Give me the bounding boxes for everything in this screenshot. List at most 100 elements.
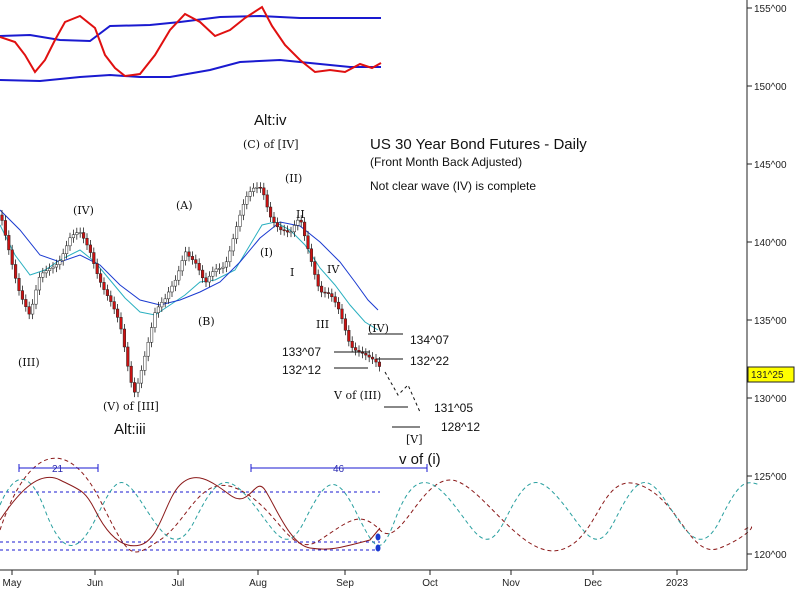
candle-up bbox=[292, 225, 296, 233]
candle-down bbox=[320, 285, 324, 293]
cycle-count-46: 46 bbox=[333, 464, 345, 475]
candle-down bbox=[204, 277, 208, 283]
candle-up bbox=[146, 341, 150, 357]
candle-down bbox=[27, 306, 31, 315]
candle-down bbox=[340, 308, 344, 320]
candle-up bbox=[163, 298, 167, 303]
wave-label-c-of-iv: (C) of [IV] bbox=[243, 138, 299, 151]
slow-moving-average bbox=[0, 209, 379, 311]
fast-moving-average bbox=[0, 221, 379, 331]
cycle-red-solid bbox=[0, 476, 381, 550]
x-tick-label: Jul bbox=[172, 578, 185, 589]
projected-path bbox=[384, 371, 421, 413]
candle-up bbox=[78, 232, 82, 234]
cycle-panel: 21 46 bbox=[0, 457, 761, 553]
candle-down bbox=[367, 354, 371, 358]
candle-down bbox=[20, 290, 24, 300]
x-tick-label: Oct bbox=[422, 578, 438, 589]
y-tick-label: 130^00 bbox=[754, 394, 787, 405]
candle-up bbox=[248, 191, 252, 197]
candle-down bbox=[190, 256, 194, 260]
candle-down bbox=[14, 264, 18, 279]
candle-up bbox=[156, 306, 160, 313]
chart-subtitle: (Front Month Back Adjusted) bbox=[370, 155, 522, 169]
level-133-07-label: 133^07 bbox=[282, 345, 321, 359]
y-tick-label: 120^00 bbox=[754, 550, 787, 561]
y-tick-label: 135^00 bbox=[754, 316, 787, 327]
x-axis-ticks: May Jun Jul Aug Sep Oct Nov Dec 2023 bbox=[3, 570, 689, 589]
wave-label-v-of-iii: (V) of [III] bbox=[103, 400, 159, 413]
candle-down bbox=[316, 274, 320, 287]
candle-up bbox=[184, 251, 188, 261]
last-price-box bbox=[747, 366, 795, 383]
candle-down bbox=[303, 221, 307, 237]
candles-group bbox=[0, 182, 381, 398]
candle-up bbox=[180, 260, 184, 272]
wave-label-i-paren: (I) bbox=[260, 246, 273, 259]
candle-down bbox=[330, 293, 334, 298]
candle-up bbox=[252, 187, 256, 192]
candle-down bbox=[262, 187, 266, 196]
candle-up bbox=[37, 277, 41, 291]
oscillator-line bbox=[0, 5, 382, 78]
candle-down bbox=[265, 194, 269, 208]
candle-up bbox=[235, 226, 239, 240]
candle-up bbox=[245, 196, 249, 205]
candle-up bbox=[218, 268, 222, 270]
candle-down bbox=[105, 289, 109, 296]
wave-label-v-of-iii-sep: V of (III) bbox=[333, 389, 381, 402]
y-tick-label: 145^00 bbox=[754, 160, 787, 171]
candle-up bbox=[224, 261, 228, 268]
candle-down bbox=[85, 237, 89, 246]
candle-up bbox=[214, 268, 218, 272]
level-132-12-label: 132^12 bbox=[282, 363, 321, 377]
candle-down bbox=[282, 229, 286, 232]
y-axis-ticks: 155^00 150^00 145^00 140^00 135^00 130^00 125^… bbox=[747, 4, 787, 561]
y-tick-label: 150^00 bbox=[754, 82, 787, 93]
wave-label-iv-may: (IV) bbox=[73, 204, 94, 217]
candle-up bbox=[241, 204, 245, 216]
candle-up bbox=[207, 275, 211, 283]
candle-down bbox=[326, 292, 330, 294]
wave-label-iii: III bbox=[316, 318, 329, 331]
x-tick-label: 2023 bbox=[666, 578, 689, 589]
candle-down bbox=[7, 235, 11, 251]
candle-down bbox=[275, 222, 279, 228]
candle-down bbox=[371, 356, 375, 360]
candle-up bbox=[143, 355, 147, 371]
level-134-07-label: 134^07 bbox=[410, 333, 449, 347]
last-price-label: 131^25 bbox=[751, 370, 784, 381]
candle-down bbox=[197, 263, 201, 271]
candle-down bbox=[377, 361, 381, 367]
candle-down bbox=[0, 214, 4, 221]
y-tick-label: 155^00 bbox=[754, 4, 787, 15]
candle-up bbox=[255, 187, 259, 189]
candle-down bbox=[354, 347, 358, 351]
candle-up bbox=[221, 266, 225, 269]
candle-down bbox=[88, 244, 92, 253]
chart-note: Not clear wave (IV) is complete bbox=[370, 179, 536, 193]
candle-down bbox=[201, 269, 205, 279]
wave-label-ii-paren: (II) bbox=[285, 172, 302, 185]
x-tick-label: May bbox=[3, 578, 22, 589]
candle-up bbox=[51, 266, 55, 269]
wave-label-a: (A) bbox=[176, 199, 193, 212]
wave-label-alt-iv: Alt:iv bbox=[254, 112, 287, 129]
candle-down bbox=[24, 299, 28, 307]
wave-label-v-bracket: [V] bbox=[406, 433, 423, 446]
candle-up bbox=[136, 382, 140, 393]
candle-down bbox=[109, 295, 113, 302]
candle-up bbox=[211, 271, 215, 277]
candle-down bbox=[269, 206, 273, 218]
candle-up bbox=[139, 370, 143, 384]
candle-down bbox=[309, 248, 313, 262]
candle-down bbox=[133, 382, 137, 393]
candle-up bbox=[289, 231, 293, 234]
candle-down bbox=[323, 291, 327, 294]
x-tick-label: Nov bbox=[502, 578, 520, 589]
wave-label-alt-iii: Alt:iii bbox=[114, 421, 146, 438]
candle-down bbox=[122, 328, 126, 348]
candle-up bbox=[231, 238, 235, 252]
cycle-marker-upper bbox=[375, 533, 381, 541]
top-oscillator-panel bbox=[0, 5, 382, 83]
